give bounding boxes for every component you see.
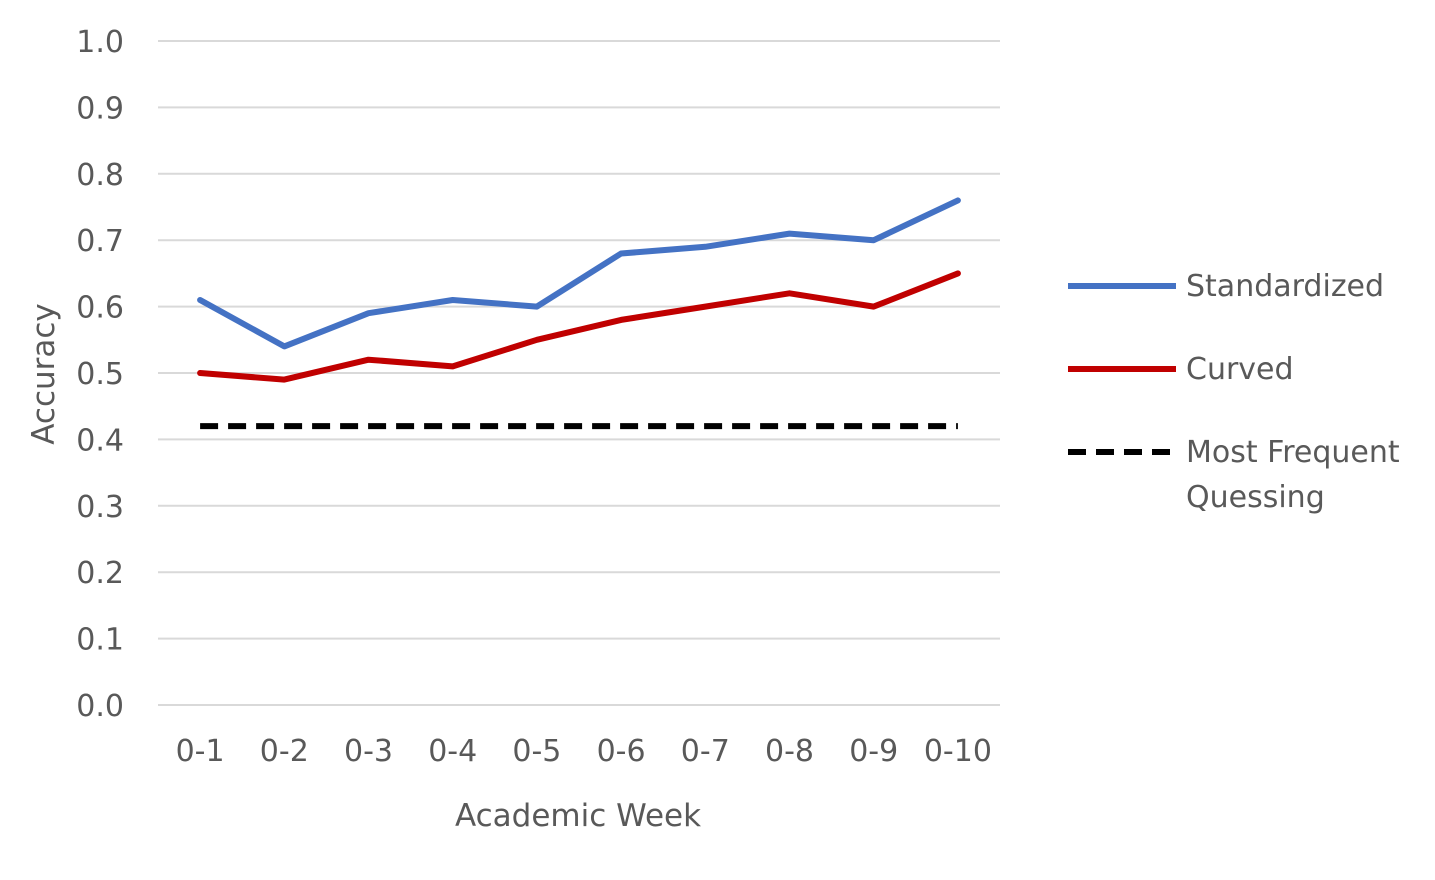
legend-label: Most Frequent [1186, 435, 1400, 470]
gridlines [158, 40, 1000, 706]
y-tick-label: 1.0 [76, 25, 124, 60]
x-axis-ticks: 0-1 0-2 0-3 0-4 0-5 0-6 0-7 0-8 0-9 0-10 [176, 734, 992, 769]
x-tick-label: 0-4 [428, 734, 477, 769]
x-tick-label: 0-9 [849, 734, 898, 769]
y-tick-label: 0.4 [76, 423, 124, 458]
legend-label: Standardized [1186, 269, 1384, 304]
x-tick-label: 0-10 [924, 734, 992, 769]
legend-label: Quessing [1186, 480, 1325, 515]
y-tick-label: 0.8 [76, 158, 124, 193]
x-tick-label: 0-8 [765, 734, 814, 769]
legend-label: Curved [1186, 352, 1294, 387]
y-tick-label: 0.3 [76, 490, 124, 525]
x-tick-label: 0-7 [681, 734, 730, 769]
series-line-curved [197, 270, 961, 383]
y-axis-ticks: 0.0 0.1 0.2 0.3 0.4 0.5 0.6 0.7 0.8 0.9 1.0 [76, 25, 124, 724]
y-axis-title: Accuracy [26, 303, 62, 445]
y-tick-label: 0.5 [76, 357, 124, 392]
series-lines [197, 197, 961, 430]
legend: Standardized Curved Most Frequent Quessing [1068, 269, 1400, 515]
y-tick-label: 0.1 [76, 623, 124, 658]
x-tick-label: 0-2 [260, 734, 309, 769]
y-tick-label: 0.2 [76, 556, 124, 591]
x-tick-label: 0-5 [512, 734, 561, 769]
x-axis-title: Academic Week [455, 798, 701, 834]
series-line-standardized [197, 197, 961, 350]
y-tick-label: 0.6 [76, 291, 124, 326]
y-tick-label: 0.7 [76, 224, 124, 259]
x-tick-label: 0-6 [597, 734, 646, 769]
x-tick-label: 0-3 [344, 734, 393, 769]
y-tick-label: 0.0 [76, 689, 124, 724]
x-tick-label: 0-1 [176, 734, 225, 769]
y-tick-label: 0.9 [76, 91, 124, 126]
